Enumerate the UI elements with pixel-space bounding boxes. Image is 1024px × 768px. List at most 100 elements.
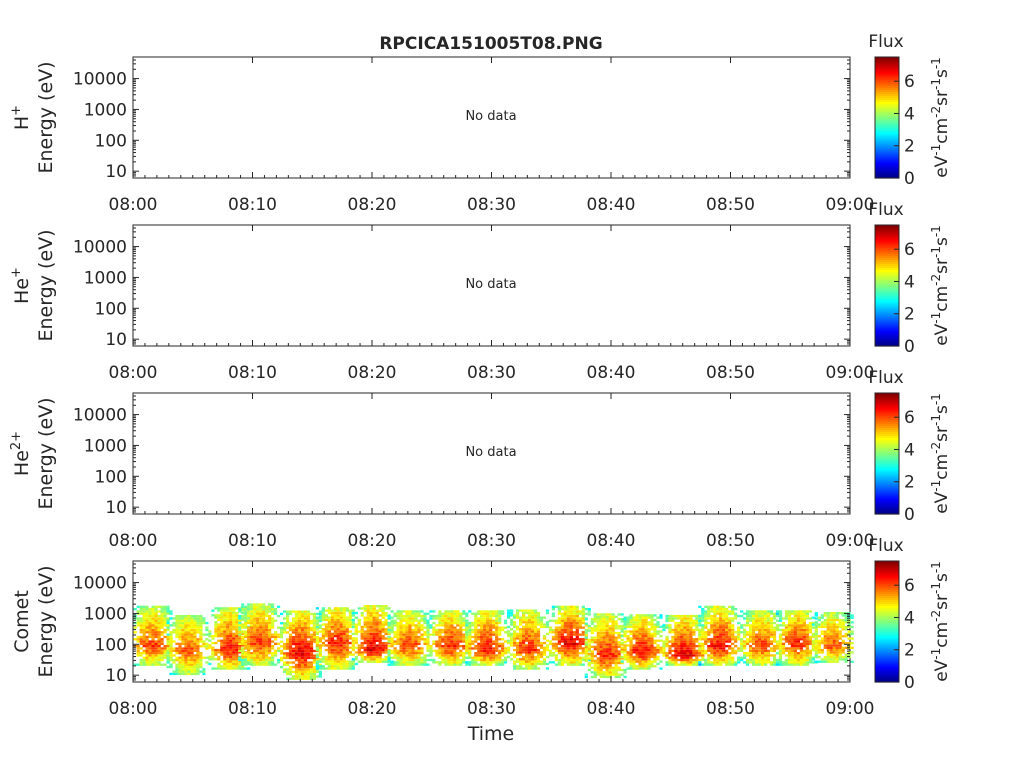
flux-cell [489,658,493,662]
flux-cell [172,631,176,634]
flux-cell [653,660,657,663]
flux-cell [581,640,585,643]
flux-cell [390,661,394,664]
flux-cell [196,665,200,669]
flux-cell [139,628,143,632]
flux-cell [405,640,409,643]
flux-cell [539,660,544,663]
flux-cell [704,640,708,643]
flux-cell [348,614,352,617]
colorbar-segment [875,291,899,295]
flux-cell [650,621,654,624]
flux-cell [154,661,158,664]
flux-cell [256,608,260,611]
flux-cell [713,661,717,664]
flux-cell [238,608,242,611]
flux-cell [468,654,472,657]
flux-cell [160,614,164,618]
flux-cell [701,638,705,641]
flux-cell [351,614,355,617]
flux-cell [294,673,299,676]
flux-cell [671,658,675,662]
colorbar-segment [875,483,899,487]
flux-cell [339,637,343,640]
flux-cell [617,634,621,637]
flux-cell [244,612,248,615]
flux-cell [677,614,681,618]
flux-cell [288,649,293,653]
colorbar-tick-label: 4 [904,272,915,292]
flux-cell [223,616,227,619]
flux-cell [707,614,711,618]
flux-cell [638,662,642,666]
flux-cell [525,653,529,656]
flux-cell [300,610,305,613]
flux-cell [525,611,529,615]
flux-cell [250,658,254,662]
flux-cell [459,612,463,615]
colorbar-frame [874,224,900,347]
flux-cell [453,621,457,625]
flux-cell [327,623,331,626]
flux-cell [309,636,314,639]
flux-cell [235,625,239,628]
flux-cell [396,617,400,620]
flux-cell [453,617,457,620]
flux-cell [378,642,382,645]
flux-cell [563,631,567,634]
flux-cell [554,656,558,659]
flux-cell [136,605,140,608]
flux-cell [259,610,263,613]
flux-cell [423,621,427,625]
flux-cell [480,617,484,620]
flux-cell [208,639,212,642]
flux-cell [306,617,311,620]
flux-cell [668,640,672,643]
flux-cell [414,658,418,662]
flux-cell [163,605,167,608]
flux-cell [536,637,541,640]
flux-cell [139,610,143,613]
colorbar-segment [875,155,899,159]
flux-cell [151,619,155,622]
flux-cell [169,638,173,641]
flux-cell [142,624,146,627]
flux-cell [399,647,403,650]
flux-cell [288,638,293,641]
flux-cell [713,642,717,645]
flux-cell [507,641,511,645]
flux-cell [238,621,242,625]
flux-cell [181,672,185,676]
flux-cell [172,624,176,627]
flux-cell [369,605,373,608]
flux-cell [157,635,161,639]
flux-cell [327,651,331,654]
flux-cell [602,631,606,635]
flux-cell [259,638,263,641]
flux-cell [692,614,696,618]
flux-cell [689,631,693,634]
flux-cell [411,647,415,650]
flux-cell [151,612,155,615]
flux-cell [465,645,469,648]
flux-cell [288,633,293,636]
flux-cell [312,675,316,678]
flux-cell [399,612,403,615]
flux-cell [489,614,493,618]
flux-cell [686,624,690,627]
flux-cell [175,672,179,676]
flux-cell [294,633,299,636]
flux-cell [244,623,248,626]
flux-cell [692,654,696,657]
flux-cell [635,653,639,656]
flux-cell [405,626,409,629]
flux-cell [656,655,660,659]
flux-cell [611,661,615,665]
flux-cell [605,613,609,616]
colorbar-segment [875,265,899,268]
flux-cell [447,619,451,622]
flux-cell [256,626,260,629]
flux-cell [435,617,439,620]
flux-cell [157,663,161,666]
flux-cell [339,662,343,666]
